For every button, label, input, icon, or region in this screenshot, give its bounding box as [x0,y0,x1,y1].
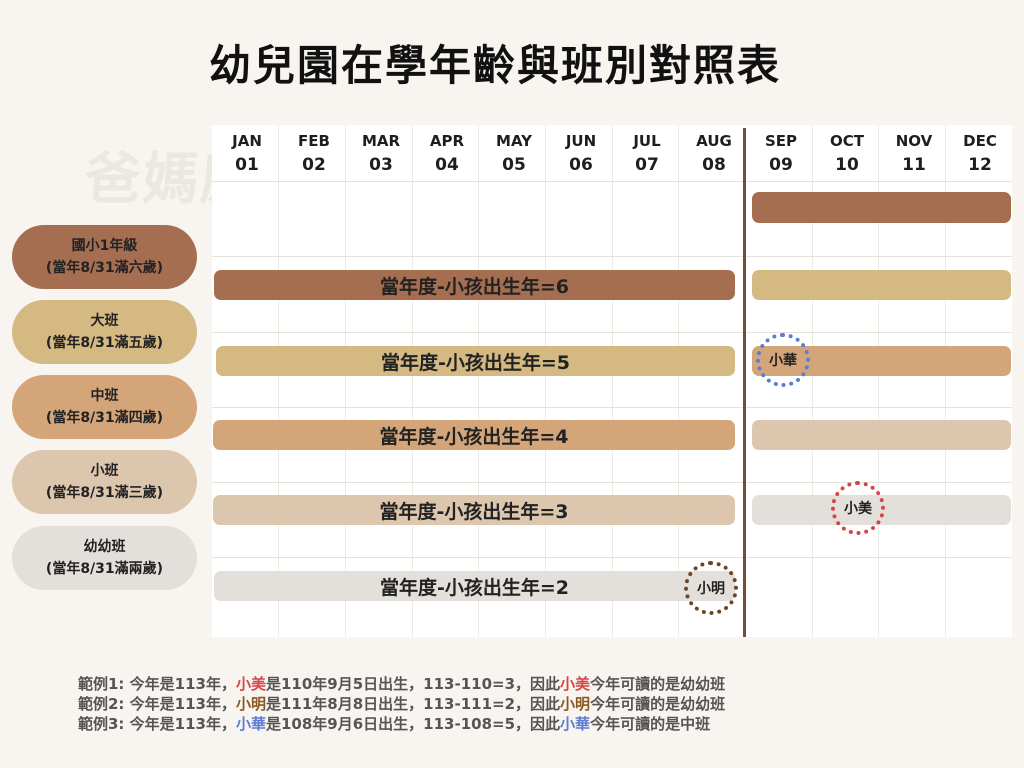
marker-xiaoming: 小明 [684,561,738,615]
bar-junior-sep-dec [752,420,1011,450]
example-line-3: 範例3: 今年是113年，小華是108年9月6日出生，113-108=5，因此小… [78,715,711,733]
example-name: 小美 [235,675,266,693]
class-label-middle: 中班 (當年8/31滿四歲) [12,375,197,439]
class-name: 中班 [90,388,119,404]
month-feb: FEB 02 [298,132,330,175]
example-notes: 範例1: 今年是113年，小美是110年9月5日出生，113-110=3，因此小… [78,674,725,734]
class-rule: (當年8/31滿六歲) [45,260,164,276]
bar-age3: 當年度-小孩出生年=3 [213,495,735,525]
grid-line [478,125,479,637]
class-rule: (當年8/31滿五歲) [45,335,164,351]
class-name: 大班 [90,313,119,329]
month-nov: NOV 11 [895,132,933,175]
page-title: 幼兒園在學年齡與班別對照表 [208,41,781,90]
month-sep: SEP 09 [764,132,798,175]
row-line [212,482,1012,483]
grid-line [678,125,679,637]
row-line [212,407,1012,408]
month-oct: OCT 10 [830,132,864,175]
grid-line [345,125,346,637]
marker-xiaohua: 小華 [756,333,810,387]
grid-line [878,125,879,637]
grid-line [612,125,613,637]
example-line-2: 範例2: 今年是113年，小明是111年8月8日出生，113-111=2，因此小… [78,695,726,713]
class-name: 小班 [90,463,119,479]
example-name: 小明 [235,695,266,713]
example-name: 小華 [235,715,266,733]
row-line [212,557,1012,558]
bar-age4: 當年度-小孩出生年=4 [213,420,735,450]
example-name: 小明 [560,695,591,713]
bar-age2: 當年度-小孩出生年=2 [214,571,735,601]
row-line [212,256,1012,257]
bar-grade1-sep-dec [752,192,1011,223]
month-mar: MAR 03 [361,132,401,175]
example-name: 小華 [560,715,591,733]
row-line [212,332,1012,333]
class-rule: (當年8/31滿四歲) [45,410,164,426]
bar-age6: 當年度-小孩出生年=6 [214,270,735,300]
class-label-senior: 大班 (當年8/31滿五歲) [12,300,197,364]
grid-line [278,125,279,637]
row-line [212,181,1012,182]
class-rule: (當年8/31滿三歲) [45,485,164,501]
month-jun: JUN 06 [565,132,597,175]
month-dec: DEC 12 [963,132,997,175]
grid-line [812,125,813,637]
month-may: MAY 05 [496,132,532,175]
bar-age5: 當年度-小孩出生年=5 [216,346,735,376]
class-label-toddler: 幼幼班 (當年8/31滿兩歲) [12,526,197,590]
class-name: 幼幼班 [83,539,126,555]
grid-line [945,125,946,637]
example-line-1: 範例1: 今年是113年，小美是110年9月5日出生，113-110=3，因此小… [78,675,726,693]
cutoff-divider [743,128,746,637]
grid-line [412,125,413,637]
month-jan: JAN 01 [232,132,262,175]
month-apr: APR 04 [429,132,465,175]
month-aug: AUG 08 [696,132,732,175]
example-name: 小美 [560,675,591,693]
bar-senior-sep-dec [752,270,1011,300]
grid-line [545,125,546,637]
month-jul: JUL 07 [633,132,661,175]
marker-xiaomei: 小美 [831,481,885,535]
class-rule: (當年8/31滿兩歲) [45,561,164,577]
class-label-junior: 小班 (當年8/31滿三歲) [12,450,197,514]
class-name: 國小1年級 [71,238,138,254]
class-label-grade1: 國小1年級 (當年8/31滿六歲) [12,225,197,289]
